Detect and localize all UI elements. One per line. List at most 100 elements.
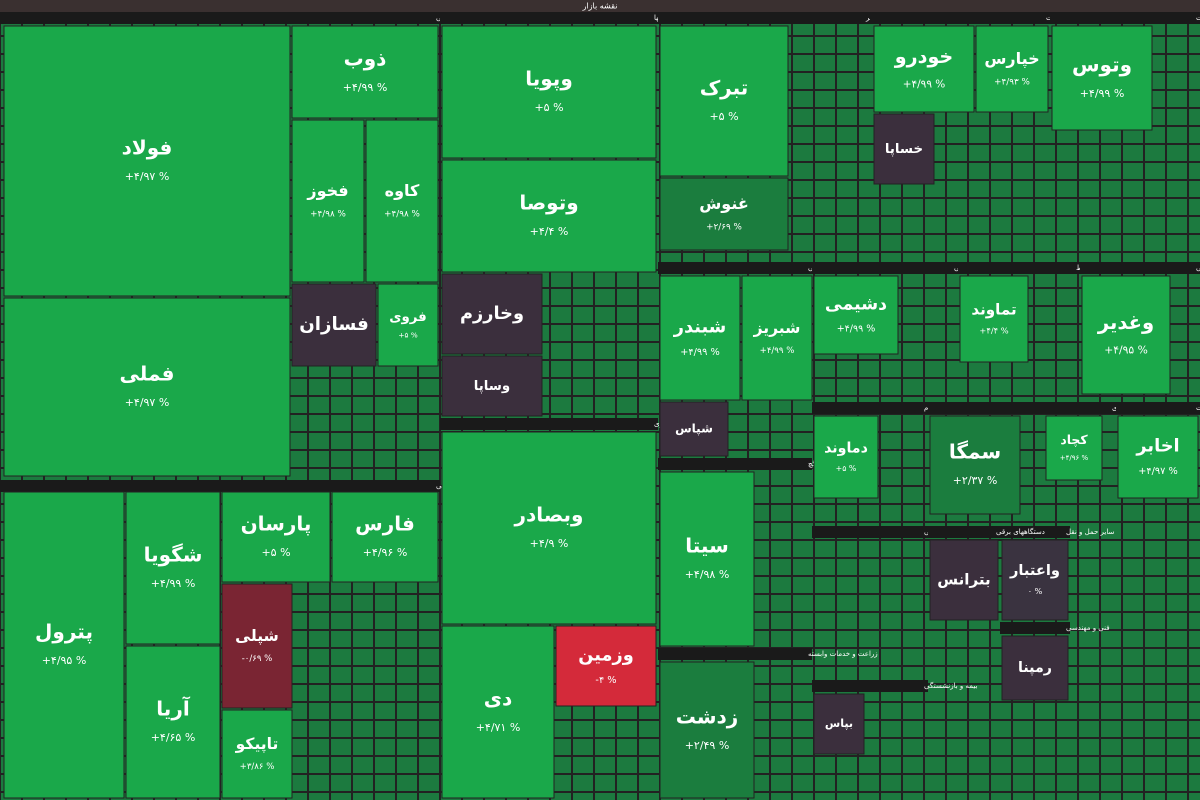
tile-name: پارسان — [241, 512, 312, 537]
tile-name: وساپا — [474, 379, 510, 394]
tile — [365, 119, 439, 283]
tile — [441, 159, 657, 273]
sector-header — [1050, 12, 1200, 24]
tile-change: +۴/۹۹ % — [903, 78, 946, 90]
chart-title: نقشه بازار — [582, 2, 618, 11]
tile-name: شپاس — [675, 422, 713, 436]
tile-name: وبصادر — [514, 503, 584, 527]
sector-name: سایر حمل و نقل — [1066, 528, 1114, 536]
tile-name: رمپنا — [1018, 660, 1052, 676]
tile-change: +۴/۹۷ % — [1138, 466, 1178, 477]
tile — [3, 297, 291, 477]
tile — [291, 283, 377, 367]
sector-header — [658, 12, 870, 24]
sector-name: چندرشته ای صنعتی — [1196, 264, 1200, 272]
tile-name: فولاد — [122, 136, 173, 160]
tile-change: +۴/۹۹ % — [151, 577, 196, 590]
tile-name: خودرو — [894, 45, 953, 68]
sector-header — [0, 480, 440, 492]
tile-change: +۴/۹۵ % — [42, 654, 87, 667]
sector-header — [928, 526, 1000, 538]
tile-name: تبرک — [700, 76, 749, 100]
sector-header — [1116, 402, 1200, 414]
tile-change: +۴/۶۵ % — [151, 731, 196, 744]
sector-header — [0, 12, 440, 24]
tile-change: +۵ % — [534, 101, 563, 114]
tile-name: وتوصا — [519, 191, 578, 215]
tile — [377, 283, 439, 367]
tile-change: +۴/۴ % — [979, 326, 1008, 336]
tile-change: +۴/۹۷ % — [125, 396, 170, 409]
tile-change: +۴/۹۷ % — [125, 170, 170, 183]
tile — [813, 693, 865, 755]
tile-change: +۲/۴۹ % — [685, 739, 730, 752]
sector-header — [812, 526, 928, 538]
tile — [1045, 415, 1103, 481]
tile — [221, 491, 331, 583]
tile-name: پترول — [35, 620, 93, 645]
sector-header — [958, 262, 1080, 274]
tile — [975, 25, 1049, 113]
sector-header — [1000, 526, 1070, 538]
tile — [959, 275, 1029, 363]
tile-name: شپلی — [235, 627, 279, 646]
tile-name: دی — [484, 687, 513, 711]
tile-change: ۰ % — [1028, 587, 1043, 596]
tile-name: وخارزم — [460, 304, 524, 324]
tile-name: خساپا — [885, 142, 923, 157]
tile — [441, 25, 657, 159]
tile-change: +۵ % — [261, 546, 290, 559]
sector-name: زراعت و خدمات وابسته — [808, 650, 878, 658]
tile — [441, 273, 543, 355]
tile-name: کچاد — [1060, 432, 1088, 447]
tile-name: فروی — [389, 310, 427, 325]
tile-change: +۴/۹۳ % — [994, 77, 1030, 87]
tile-name: شبندر — [673, 317, 726, 337]
tile — [291, 25, 439, 119]
tile-name: تماوند — [971, 300, 1016, 318]
tile — [125, 491, 221, 645]
sector-header — [440, 418, 658, 430]
tile-name: بترانس — [937, 571, 990, 589]
tile-name: سیتا — [685, 534, 729, 558]
tile-change: +۴/۹۹ % — [760, 346, 795, 356]
tile-name: آریا — [156, 696, 191, 721]
sector-header — [1000, 622, 1070, 634]
tile-name: فسازان — [299, 314, 369, 335]
tile-name: فخوز — [306, 181, 348, 200]
tile-name: خپارس — [984, 49, 1039, 69]
tile — [929, 539, 999, 621]
tile-change: +۴/۹۶ % — [363, 546, 408, 559]
tile — [291, 119, 365, 283]
tile-name: غنوش — [699, 194, 749, 213]
sector-name: فنی و مهندسی — [1066, 624, 1110, 632]
tile — [1051, 25, 1153, 131]
tile — [929, 415, 1021, 515]
tile — [659, 661, 755, 799]
tile-change: +۲/۶۹ % — [706, 222, 742, 232]
tile — [125, 645, 221, 799]
tile-change: +۵ % — [836, 464, 857, 473]
tile — [441, 355, 543, 417]
tile-name: اخابر — [1135, 436, 1179, 456]
sector-name: مخابرات — [1196, 404, 1200, 412]
tile-name: ذوب — [344, 47, 387, 71]
tile — [555, 625, 657, 707]
tile — [1081, 275, 1171, 395]
tile-change: +۴/۹۹ % — [343, 81, 388, 94]
tile-change: -۰/۶۹ % — [242, 654, 273, 664]
tile-change: +۴/۹۵ % — [1104, 344, 1148, 357]
tile-change: -۴ % — [595, 675, 616, 686]
tile-name: دماوند — [824, 440, 868, 456]
tile-name: شبریز — [753, 319, 801, 337]
tile — [3, 25, 291, 297]
tile — [331, 491, 439, 583]
sector-header — [870, 12, 1050, 24]
tile-name: فارس — [355, 512, 415, 536]
tile-name: تاپیکو — [235, 735, 279, 754]
tile-name: فملی — [120, 362, 175, 386]
tile-change: +۴/۹۸ % — [685, 568, 730, 581]
tile — [659, 401, 729, 457]
